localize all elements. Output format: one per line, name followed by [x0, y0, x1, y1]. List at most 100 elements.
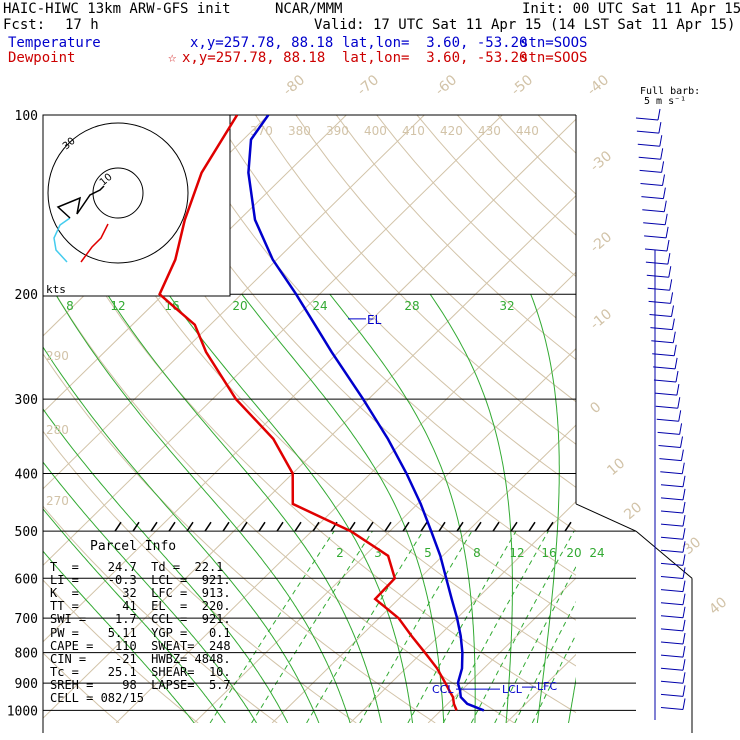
wind-barb: [660, 484, 684, 488]
wind-barb: [649, 314, 672, 317]
wind-barb-flag: [676, 384, 680, 396]
pressure-tick-label: 500: [15, 525, 38, 540]
dewpoint-latlon: lat,lon= 3.60, -53.20: [342, 50, 528, 66]
wind-barb-flag: [667, 253, 671, 265]
wind-barb: [660, 471, 683, 475]
isotherm-line: [43, 115, 425, 490]
dewpoint-legend: Dewpoint: [8, 50, 76, 66]
moist-adiabat: [43, 408, 289, 723]
hatch-mark: [312, 521, 320, 532]
wind-barb: [658, 445, 681, 448]
wind-barb-flag: [680, 449, 684, 461]
wind-barb: [637, 143, 660, 147]
moist-adiabat: [568, 676, 576, 723]
isotherm-line: [271, 424, 576, 723]
wind-barb-flag: [682, 606, 686, 618]
temperature-stn: stn=SOOS: [520, 35, 588, 51]
dry-adiabat: [43, 579, 199, 723]
moist-adiabat: [241, 293, 445, 723]
wind-barb: [655, 405, 678, 409]
isotherm-label: -60: [432, 72, 460, 99]
mixing-ratio-label: 8: [66, 299, 74, 313]
wind-barb: [653, 379, 677, 383]
wind-barb-flag: [666, 239, 670, 252]
wind-barb: [660, 576, 684, 579]
mixing-ratio-label: 24: [589, 546, 604, 560]
wind-barb: [640, 183, 663, 186]
isotherm-line: [43, 118, 576, 643]
wind-barb: [654, 392, 677, 396]
wind-barb: [645, 261, 668, 265]
dry-adiabat: [43, 652, 120, 723]
wind-barb: [660, 628, 684, 632]
hatch-mark: [222, 521, 230, 532]
parcel-info-row: CELL = 082/15: [50, 691, 144, 705]
right-axis-bevel-2: [635, 530, 693, 579]
wind-barb-flag: [658, 122, 662, 134]
hatch-mark: [132, 521, 140, 532]
isotherm-label: -10: [587, 306, 615, 333]
wind-barb: [638, 156, 661, 160]
wind-barb: [660, 589, 684, 593]
isotherm-label: -70: [354, 72, 382, 99]
theta-label: 430: [478, 124, 501, 138]
isotherm-line: [349, 500, 576, 723]
wind-barb: [647, 287, 670, 291]
hatch-mark: [186, 521, 194, 532]
parcel-info-row: T = 24.7 Td = 22.1: [50, 560, 224, 574]
mixing-ratio-label: 16: [541, 546, 556, 560]
wind-barb-flag: [682, 488, 686, 500]
wind-barb-flag: [682, 528, 686, 540]
wind-barb: [660, 549, 684, 553]
dewpoint-profile: [158, 115, 458, 711]
wind-barb-flag: [674, 357, 678, 369]
wind-barb-flag: [669, 279, 673, 291]
parcel-info-row: K = 32 LFC = 913.: [50, 586, 231, 601]
wind-barb-flag: [682, 501, 686, 514]
pressure-tick-label: 800: [15, 647, 38, 662]
wind-barb: [660, 615, 684, 619]
dry-adiabat: [43, 430, 357, 723]
hatch-mark: [204, 521, 212, 532]
dry-adiabat: [53, 115, 576, 667]
wind-barb: [642, 209, 665, 213]
hodograph-trace-low: [53, 217, 71, 263]
wind-barb-flag: [678, 410, 682, 422]
isotherm-line: [662, 115, 740, 723]
isotherm-label: -40: [584, 72, 612, 99]
parcel-info-row: SWI = 1.7 CCL = 921.: [50, 612, 231, 627]
isotherm-line: [115, 271, 576, 723]
dry-adiabat: [214, 115, 576, 488]
wind-barb-flag: [659, 135, 663, 147]
wind-barb: [651, 340, 674, 344]
hatch-mark: [240, 521, 248, 532]
moist-adiabat: [43, 346, 320, 723]
hatch-mark: [546, 521, 554, 532]
hodograph-trace-mid: [80, 223, 109, 263]
parcel-info-row: SREH = 98 LAPSE= 5.7: [50, 677, 231, 692]
moist-adiabat: [55, 293, 351, 723]
wind-barb-flag: [680, 436, 683, 448]
wind-barb: [660, 667, 684, 671]
wind-barb-flag: [682, 659, 686, 671]
moist-adiabat: [167, 293, 413, 723]
wind-barb-flag: [682, 632, 686, 645]
isotherm-label: -30: [587, 148, 615, 175]
wind-barb-flag: [662, 174, 665, 186]
theta-label: 400: [364, 124, 387, 138]
wind-barb: [660, 641, 684, 645]
barb-legend-1: Full barb:: [640, 86, 701, 97]
mixing-ratio-line: [306, 530, 424, 723]
isotherm-label: -50: [508, 72, 536, 99]
dry-adiabat: [43, 184, 576, 714]
pressure-tick-label: 100: [15, 109, 38, 124]
theta-label: 440: [516, 124, 539, 138]
isotherm-line: [427, 577, 576, 723]
wind-barb-flag: [677, 397, 681, 409]
wind-barb-flag: [682, 515, 686, 527]
wind-barb: [644, 235, 667, 239]
dewpoint-stn: stn=SOOS: [520, 50, 588, 66]
mixing-ratio-label: 24: [312, 299, 327, 313]
moist-adiabat: [43, 461, 257, 723]
wind-barb: [641, 196, 664, 200]
